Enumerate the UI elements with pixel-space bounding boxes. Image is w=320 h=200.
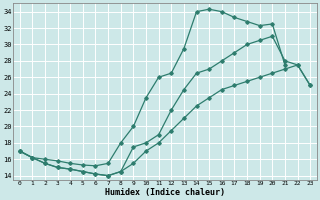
X-axis label: Humidex (Indice chaleur): Humidex (Indice chaleur) [105, 188, 225, 197]
